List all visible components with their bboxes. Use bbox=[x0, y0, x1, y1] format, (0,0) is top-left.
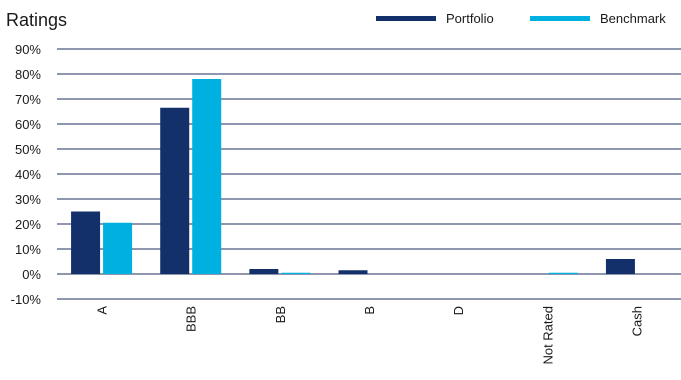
bars bbox=[71, 79, 635, 274]
bar-benchmark-not-rated bbox=[548, 272, 578, 274]
legend: Portfolio Benchmark bbox=[376, 11, 666, 26]
y-tick-label: 40% bbox=[15, 167, 41, 182]
bar-benchmark-bb bbox=[281, 272, 311, 274]
x-tick-label: D bbox=[451, 306, 466, 315]
x-tick-label: A bbox=[95, 306, 110, 315]
gridlines bbox=[57, 48, 681, 300]
x-tick-label: BBB bbox=[184, 306, 199, 332]
bar-benchmark-a bbox=[103, 222, 133, 274]
bar-portfolio-bbb bbox=[160, 107, 190, 274]
bar-portfolio-a bbox=[71, 211, 101, 274]
y-tick-label: 10% bbox=[15, 242, 41, 257]
legend-swatch-benchmark bbox=[530, 16, 590, 21]
x-tick-label: B bbox=[362, 306, 377, 315]
y-axis-ticks: 90% 80% 70% 60% 50% 40% 30% 20% 10% 0% -10% bbox=[11, 42, 42, 307]
y-tick-label: 70% bbox=[15, 92, 41, 107]
y-tick-label: 30% bbox=[15, 192, 41, 207]
x-axis-labels: A BBB BB B D Not Rated Cash bbox=[95, 306, 645, 365]
x-tick-label: Not Rated bbox=[540, 306, 555, 365]
bar-benchmark-bbb bbox=[192, 79, 222, 274]
legend-label-portfolio: Portfolio bbox=[446, 11, 494, 26]
y-tick-label: 60% bbox=[15, 117, 41, 132]
y-tick-label: 90% bbox=[15, 42, 41, 57]
bar-portfolio-b bbox=[338, 270, 368, 274]
y-tick-label: 80% bbox=[15, 67, 41, 82]
y-tick-label: 0% bbox=[22, 267, 41, 282]
x-tick-label: Cash bbox=[629, 306, 644, 336]
legend-swatch-portfolio bbox=[376, 16, 436, 21]
y-tick-label: 20% bbox=[15, 217, 41, 232]
legend-label-benchmark: Benchmark bbox=[600, 11, 666, 26]
bar-portfolio-bb bbox=[249, 269, 279, 274]
x-tick-label: BB bbox=[273, 306, 288, 323]
bar-portfolio-cash bbox=[605, 259, 635, 274]
y-tick-label: -10% bbox=[11, 292, 42, 307]
y-tick-label: 50% bbox=[15, 142, 41, 157]
chart-title: Ratings bbox=[6, 10, 67, 30]
